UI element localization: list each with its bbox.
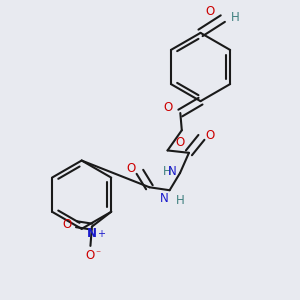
Text: H: H [176, 194, 184, 207]
Text: O: O [86, 250, 95, 262]
Text: N: N [87, 227, 97, 240]
Text: O: O [164, 101, 173, 114]
Text: N: N [160, 192, 168, 205]
Text: O: O [176, 136, 185, 148]
Text: H: H [163, 165, 172, 178]
Text: O: O [62, 218, 72, 231]
Text: O: O [205, 128, 214, 142]
Text: O: O [206, 5, 215, 18]
Text: H: H [231, 11, 240, 24]
Text: O: O [127, 162, 136, 176]
Text: ⁻: ⁻ [96, 249, 101, 259]
Text: N: N [168, 165, 177, 178]
Text: +: + [97, 229, 105, 239]
